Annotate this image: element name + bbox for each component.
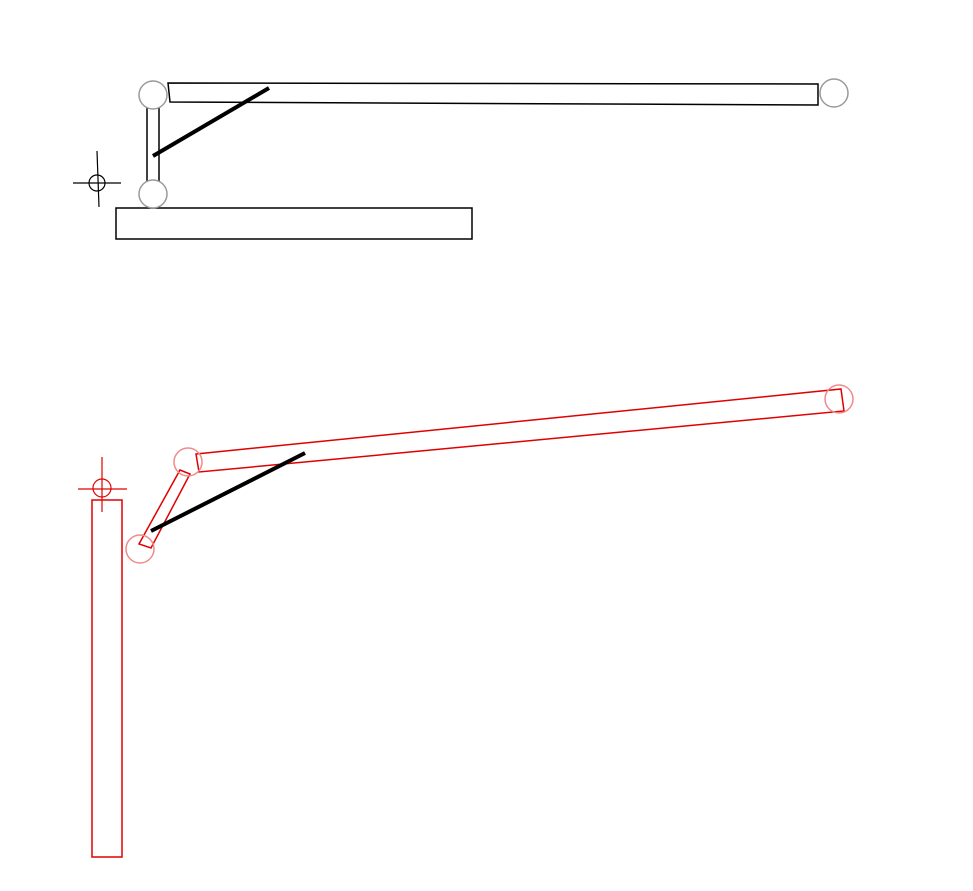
reference-crosshair-icon — [73, 150, 121, 208]
simulated-tall-post — [91, 499, 123, 858]
reference-short-link — [146, 107, 160, 191]
simulated-tip-pivot — [824, 384, 854, 414]
reference-lower-pivot — [138, 179, 168, 209]
simulated-crosshair-icon — [78, 457, 127, 512]
reference-base-bar — [115, 207, 473, 240]
reference-drive-rod — [151, 86, 271, 158]
simulated-elbow-pivot — [173, 447, 203, 477]
simulated-drive-rod — [150, 451, 306, 533]
reference-left-pivot — [138, 80, 168, 110]
simulated-pose — [78, 384, 854, 858]
reference-pose — [73, 78, 849, 240]
reference-right-end-pivot — [819, 78, 849, 108]
simulated-short-link — [137, 469, 192, 549]
simulated-lower-pivot — [125, 534, 155, 564]
reference-long-arm — [167, 82, 819, 106]
simulated-long-arm — [195, 388, 845, 473]
